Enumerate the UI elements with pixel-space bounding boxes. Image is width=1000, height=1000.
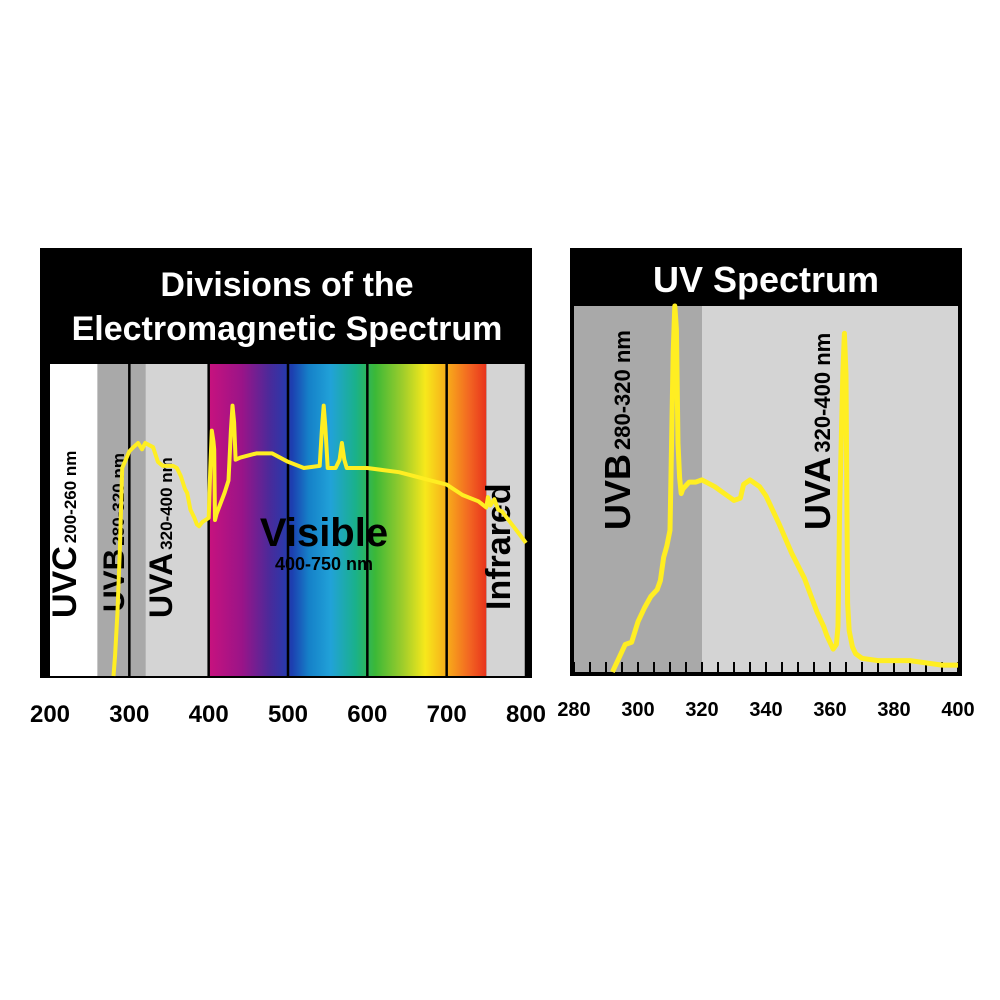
em-label-uvc-range: 200-260 nm — [61, 451, 80, 544]
em-label-visible-range: 400-750 nm — [275, 554, 373, 574]
em-tick-200: 200 — [30, 701, 70, 728]
uv-tick-380: 380 — [877, 699, 910, 721]
uv-tick-360: 360 — [813, 699, 846, 721]
em-band-uvc — [50, 364, 98, 676]
uv-x-axis: 280 300 320 340 360 380 400 — [557, 699, 974, 721]
uv-tick-400: 400 — [941, 699, 974, 721]
em-spectrum-chart: Divisions of the Electromagnetic Spectru… — [30, 248, 546, 728]
em-band-uva — [145, 364, 209, 676]
uv-chart-title: UV Spectrum — [653, 259, 879, 300]
em-series-line — [111, 403, 528, 677]
em-label-visible: Visible — [260, 511, 388, 555]
em-chart-title-line1: Divisions of the — [160, 266, 413, 304]
uv-series-line — [610, 303, 958, 674]
uv-tick-280: 280 — [557, 699, 590, 721]
em-tick-700: 700 — [427, 701, 467, 728]
em-tick-400: 400 — [189, 701, 229, 728]
em-tick-600: 600 — [347, 701, 387, 728]
uv-label-uvb-range: 280-320 nm — [610, 330, 635, 450]
em-tick-500: 500 — [268, 701, 308, 728]
uv-tick-340: 340 — [749, 699, 782, 721]
em-tick-300: 300 — [109, 701, 149, 728]
uv-tick-300: 300 — [621, 699, 654, 721]
em-x-axis: 200 300 400 500 600 700 800 — [30, 701, 546, 728]
em-band-visible — [208, 364, 487, 676]
em-tick-800: 800 — [506, 701, 546, 728]
uv-tick-320: 320 — [685, 699, 718, 721]
em-label-uva-range: 320-400 nm — [157, 457, 176, 550]
em-chart-title-line2: Electromagnetic Spectrum — [72, 310, 503, 348]
uv-label-uva-range: 320-400 nm — [810, 333, 835, 453]
